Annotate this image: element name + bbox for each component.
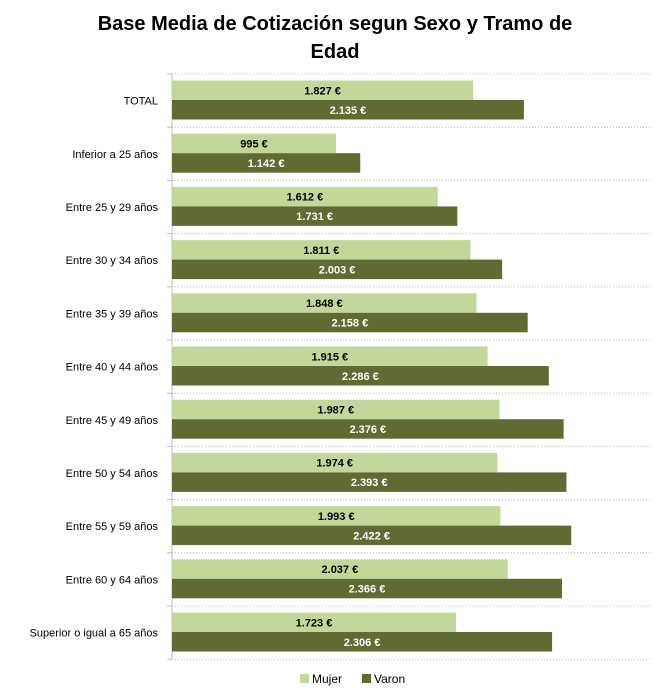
- category-label: Entre 50 y 54 años: [66, 468, 159, 480]
- category-label: Inferior a 25 años: [72, 149, 158, 161]
- data-label-mujer: 995 €: [240, 138, 268, 150]
- data-label-mujer: 1.915 €: [311, 351, 348, 363]
- legend-swatch-mujer: [300, 674, 309, 683]
- data-label-mujer: 1.848 €: [306, 298, 343, 310]
- bar-varon: [172, 153, 361, 173]
- bar-mujer: [172, 80, 474, 100]
- data-label-varon: 2.366 €: [349, 584, 386, 596]
- bar-varon: [172, 419, 564, 439]
- legend-swatch-varon: [362, 674, 371, 683]
- bars-group: 1.827 € 2.135 € 995 € 1.142 € 1.612 € 1.731 €…: [172, 80, 572, 652]
- bar-mujer: [172, 612, 456, 632]
- bar-varon: [172, 206, 458, 226]
- category-label: Entre 55 y 59 años: [66, 521, 159, 533]
- data-label-varon: 2.286 €: [342, 371, 379, 383]
- data-label-varon: 2.393 €: [351, 477, 388, 489]
- bar-mujer: [172, 240, 471, 260]
- bar-varon: [172, 259, 503, 280]
- bar-varon: [172, 578, 562, 599]
- data-label-mujer: 1.612 €: [286, 192, 323, 204]
- data-label-varon: 1.731 €: [296, 211, 333, 223]
- category-label: Entre 45 y 49 años: [66, 415, 159, 427]
- data-label-mujer: 1.811 €: [303, 245, 339, 257]
- bar-varon: [172, 312, 528, 333]
- legend: Mujer Varon: [300, 672, 405, 686]
- data-label-mujer: 1.827 €: [304, 85, 341, 97]
- data-label-mujer: 1.993 €: [318, 511, 355, 523]
- bar-varon: [172, 525, 572, 546]
- category-label: Entre 60 y 64 años: [66, 574, 159, 586]
- chart-title-line-1: Base Media de Cotización segun Sexo y Tr…: [98, 13, 573, 35]
- bar-varon: [172, 472, 567, 492]
- data-label-varon: 2.135 €: [330, 105, 367, 117]
- legend-label-mujer: Mujer: [312, 672, 342, 686]
- bar-mujer: [172, 346, 488, 366]
- data-label-mujer: 2.037 €: [322, 564, 359, 576]
- category-label: Entre 30 y 34 años: [66, 255, 159, 267]
- data-label-varon: 2.306 €: [344, 637, 381, 649]
- bar-mujer: [172, 186, 438, 207]
- category-label: Superior o igual a 65 años: [30, 628, 159, 640]
- data-label-varon: 2.158 €: [331, 318, 368, 330]
- bar-varon: [172, 632, 553, 652]
- data-label-varon: 2.422 €: [353, 530, 390, 542]
- bar-varon: [172, 100, 524, 120]
- bar-mujer: [172, 506, 501, 526]
- data-label-mujer: 1.974 €: [316, 458, 353, 470]
- bar-mujer: [172, 559, 508, 579]
- chart-title-line-2: Edad: [311, 41, 360, 63]
- data-label-mujer: 1.987 €: [317, 404, 354, 416]
- bar-varon: [172, 366, 549, 386]
- category-label: Entre 40 y 44 años: [66, 362, 159, 374]
- category-label: Entre 35 y 39 años: [66, 308, 159, 320]
- category-label: Entre 25 y 29 años: [66, 202, 159, 214]
- bar-mujer: [172, 452, 498, 473]
- category-label: TOTAL: [124, 96, 158, 108]
- bar-mujer: [172, 133, 337, 154]
- category-labels: TOTAL Inferior a 25 años Entre 25 y 29 año…: [30, 96, 159, 640]
- data-label-varon: 1.142 €: [248, 158, 285, 170]
- legend-label-varon: Varon: [374, 672, 405, 686]
- bar-mujer: [172, 293, 477, 313]
- bar-mujer: [172, 399, 500, 420]
- data-label-varon: 2.376 €: [349, 424, 386, 436]
- data-label-mujer: 1.723 €: [296, 617, 333, 629]
- data-label-varon: 2.003 €: [319, 264, 356, 276]
